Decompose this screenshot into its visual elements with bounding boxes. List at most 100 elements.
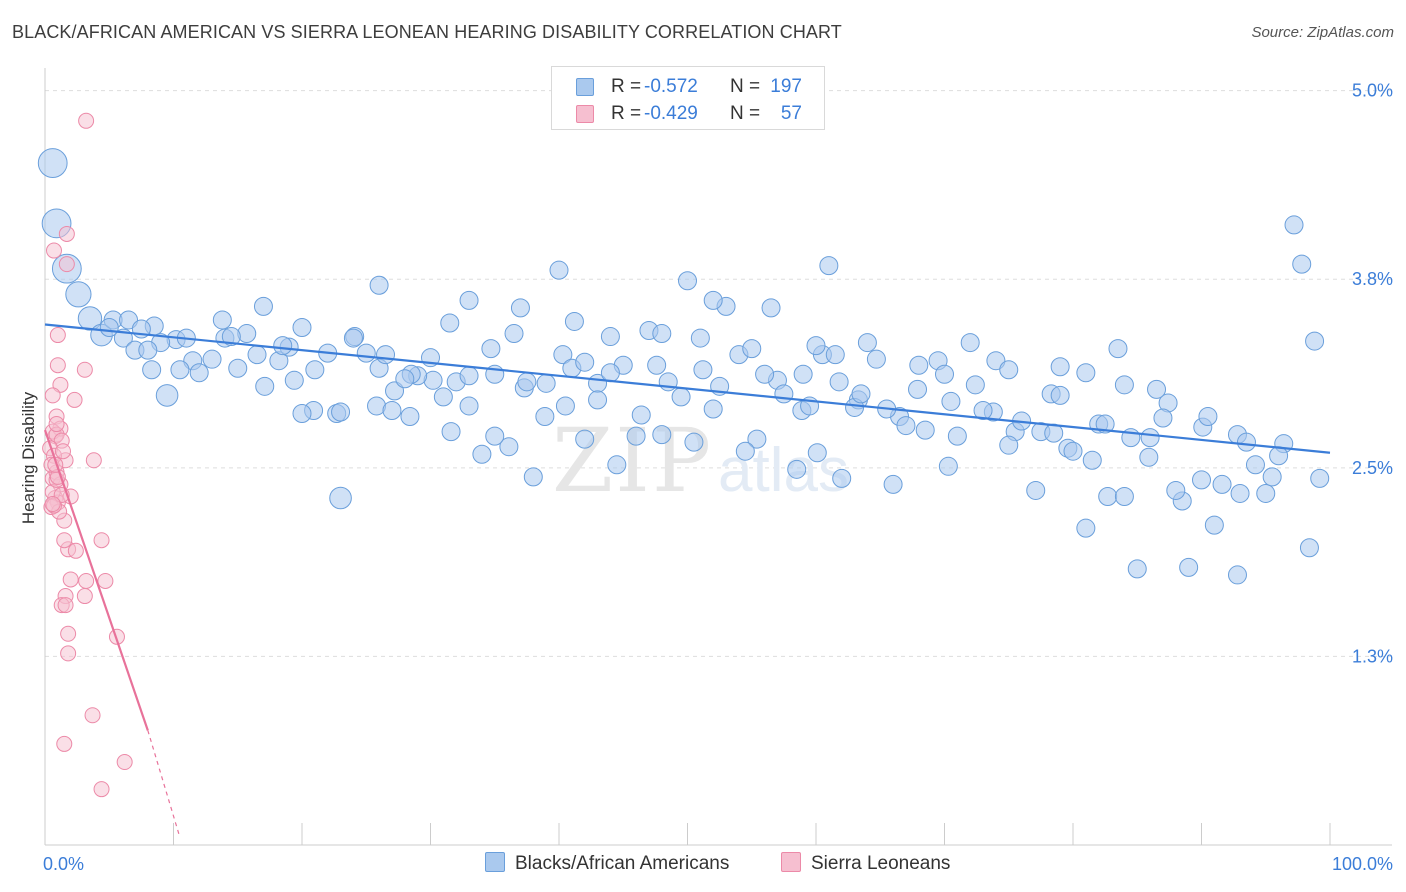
blacks-point xyxy=(523,467,543,487)
blacks-point xyxy=(1198,407,1218,427)
legend-r-label: R = xyxy=(611,103,642,124)
blacks-point xyxy=(703,290,723,310)
blacks-point xyxy=(1063,441,1083,461)
blacks-point xyxy=(684,432,704,452)
blacks-point xyxy=(253,296,273,316)
bottom-legend-blacks: Blacks/African Americans xyxy=(485,852,729,875)
axes xyxy=(44,68,1392,846)
blacks-point xyxy=(1310,468,1330,488)
blacks-point xyxy=(909,355,929,375)
blacks-point xyxy=(1192,470,1211,490)
sierra-point xyxy=(78,112,95,129)
blacks-point xyxy=(1230,483,1250,503)
blacks-point xyxy=(1114,486,1134,506)
chart-title: BLACK/AFRICAN AMERICAN VS SIERRA LEONEAN… xyxy=(12,22,842,42)
blacks-point xyxy=(973,400,993,420)
watermark: ZIP atlas xyxy=(552,409,849,512)
y-axis-label: Hearing Disability xyxy=(19,391,38,524)
sierra-point xyxy=(76,588,93,605)
blacks-point xyxy=(119,310,139,330)
y-tick-label: 1.3% xyxy=(1352,646,1393,666)
blacks-point xyxy=(1269,446,1289,466)
sierra-point xyxy=(45,242,62,259)
blacks-point xyxy=(938,456,958,476)
blacks-point xyxy=(343,328,363,348)
y-tick-label: 3.8% xyxy=(1352,269,1393,289)
blacks-point xyxy=(1227,565,1247,585)
blacks-point xyxy=(600,363,620,383)
tick-labels: 1.3% 2.5% 3.8% 5.0% 0.0% 100.0% xyxy=(43,81,1393,874)
blacks-point xyxy=(1179,557,1199,577)
sierra-point xyxy=(66,391,83,408)
blacks-point xyxy=(1147,379,1167,399)
sierra-point xyxy=(58,225,75,242)
blacks-point xyxy=(671,387,691,407)
blacks-point xyxy=(228,358,248,378)
blacks-point xyxy=(678,271,697,291)
blacks-point xyxy=(329,486,352,510)
blacks-point xyxy=(588,390,608,410)
blacks-point xyxy=(742,339,762,359)
blacks-point xyxy=(1026,480,1046,500)
blacks-point xyxy=(747,429,767,449)
blacks-point xyxy=(237,324,257,344)
blacks-point xyxy=(1299,538,1319,558)
legend-swatch-blue xyxy=(576,78,594,96)
blacks-point xyxy=(499,437,519,457)
blacks-point xyxy=(459,396,479,416)
blacks-point xyxy=(965,375,985,395)
bottom-legend-swatch-pink xyxy=(781,852,801,872)
blacks-point xyxy=(273,336,293,356)
sierra-point xyxy=(49,327,66,344)
blacks-point xyxy=(485,426,505,446)
blacks-point xyxy=(947,426,967,446)
blacks-point xyxy=(960,333,980,353)
blacks-point xyxy=(481,339,501,359)
blacks-point xyxy=(652,324,672,344)
bottom-legend-label: Sierra Leoneans xyxy=(811,853,951,874)
source-credit: Source: ZipAtlas.com xyxy=(1251,24,1394,41)
legend-n-label: N = xyxy=(730,76,761,97)
blacks-point xyxy=(693,360,713,380)
blacks-point xyxy=(440,313,460,333)
legend-n-value: 57 xyxy=(780,103,802,124)
sierra-point xyxy=(84,707,101,724)
blacks-point xyxy=(202,349,222,369)
legend-row-sierra: R = -0.429 N = 57 xyxy=(552,100,824,128)
blacks-point xyxy=(793,364,813,384)
blacks-point xyxy=(1236,432,1256,452)
blacks-point xyxy=(1245,455,1265,475)
legend-row-blacks: R = -0.572 N = 197 xyxy=(552,73,824,101)
legend-swatch-pink xyxy=(576,105,594,123)
sierra-point xyxy=(60,625,77,642)
blacks-point xyxy=(851,384,871,404)
blacks-point xyxy=(510,298,530,318)
series-blacks-points xyxy=(37,148,1330,585)
blacks-point xyxy=(170,360,190,380)
sierra-point xyxy=(56,532,73,549)
blacks-point xyxy=(549,260,569,280)
blacks-point xyxy=(292,318,312,338)
x-tick-label: 100.0% xyxy=(1332,854,1393,874)
blacks-point xyxy=(999,360,1019,380)
blacks-point xyxy=(292,404,312,424)
blacks-point xyxy=(935,364,954,384)
blacks-point xyxy=(433,387,453,407)
sierra-point xyxy=(49,357,66,374)
sierra-point xyxy=(108,628,125,645)
blacks-point xyxy=(652,425,672,445)
blacks-point xyxy=(1095,414,1115,434)
trend-lines xyxy=(43,323,1331,838)
blacks-point xyxy=(825,345,845,365)
sierra-point xyxy=(76,361,93,378)
blacks-point xyxy=(1076,518,1096,538)
gridlines xyxy=(45,90,1392,657)
blacks-point xyxy=(189,363,209,383)
blacks-point xyxy=(382,400,402,420)
blacks-point xyxy=(631,405,651,425)
blacks-point xyxy=(999,435,1019,455)
blacks-point xyxy=(626,426,646,446)
blacks-point xyxy=(857,333,877,353)
blacks-point xyxy=(1050,357,1070,377)
